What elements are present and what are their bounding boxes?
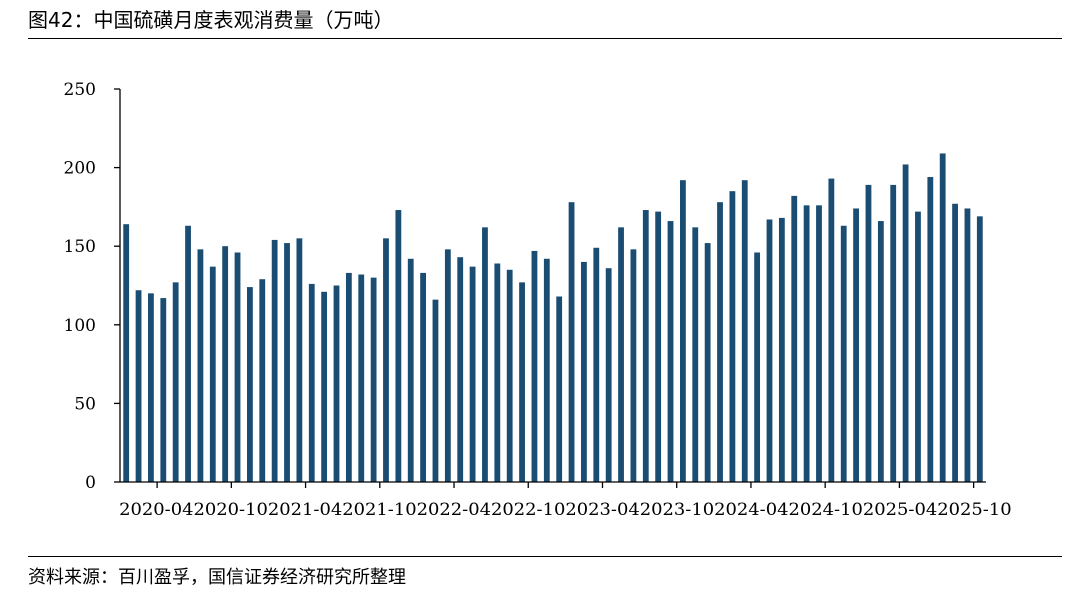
bar-2020-03 <box>148 293 154 482</box>
bar-2025-08 <box>952 203 958 482</box>
bar-2021-09 <box>370 277 377 482</box>
bar-2024-12 <box>853 208 859 482</box>
bar-2023-06 <box>630 249 637 482</box>
title-rule <box>28 38 1062 39</box>
bar-2020-07 <box>197 249 204 482</box>
bars-group <box>123 153 983 483</box>
bar-2024-06 <box>778 217 785 482</box>
bar-2023-01 <box>568 202 575 482</box>
bar-2022-10 <box>531 250 538 482</box>
x-axis: 2020-042020-102021-042021-102022-042022-… <box>119 481 1012 520</box>
bar-2021-07 <box>345 272 352 482</box>
y-axis: 0 50 100 150 200 250 <box>64 80 121 493</box>
bar-2024-07 <box>791 195 798 482</box>
bar-2021-12 <box>407 258 414 482</box>
bar-2025-02 <box>877 221 884 483</box>
bar-chart: 0 50 100 150 200 250 2020-042020-102021-04202… <box>64 80 1012 520</box>
bar-2022-12 <box>556 296 563 482</box>
bar-2020-10 <box>234 252 241 482</box>
bar-2025-01 <box>865 184 872 482</box>
bar-2024-09 <box>816 205 822 482</box>
bar-2023-07 <box>642 210 649 483</box>
bar-2023-05 <box>618 227 624 482</box>
y-tick-label: 250 <box>64 80 96 100</box>
bar-2023-08 <box>655 211 662 482</box>
y-tick-label: 150 <box>64 237 96 257</box>
bar-2025-09 <box>964 208 971 482</box>
bar-2023-12 <box>704 243 711 482</box>
y-tick-label: 50 <box>74 394 96 414</box>
bar-2023-11 <box>692 227 699 482</box>
source-rule <box>28 556 1062 557</box>
bar-2022-07 <box>494 263 501 482</box>
bar-2020-02 <box>135 290 142 482</box>
bar-2022-06 <box>482 227 488 482</box>
bar-2020-06 <box>185 225 191 482</box>
bar-2025-04 <box>902 164 909 482</box>
bar-2020-09 <box>222 246 229 482</box>
bar-2021-02 <box>284 243 290 482</box>
bar-2022-01 <box>420 272 426 482</box>
bar-2024-08 <box>803 205 810 482</box>
y-tick-label: 0 <box>85 473 96 493</box>
bar-2021-04 <box>308 283 315 482</box>
bar-2024-11 <box>840 225 847 482</box>
bar-2022-02 <box>432 299 439 482</box>
x-tick-labels: 2020-042020-102021-042021-102022-042022-… <box>119 500 1012 520</box>
bar-2020-08 <box>209 266 216 482</box>
bar-2025-07 <box>939 153 946 482</box>
bar-2024-02 <box>729 191 736 482</box>
y-tick-label: 200 <box>64 159 96 179</box>
bar-2021-11 <box>395 210 402 483</box>
bar-2021-03 <box>296 238 303 482</box>
figure-title: 图42：中国硫磺月度表观消费量（万吨） <box>28 8 394 32</box>
bar-2022-04 <box>457 257 464 482</box>
bar-2021-10 <box>383 238 389 482</box>
bar-2023-02 <box>581 261 587 482</box>
bar-2025-06 <box>927 177 934 482</box>
bar-2020-04 <box>160 298 167 482</box>
bar-2022-09 <box>519 282 525 482</box>
bar-2021-05 <box>321 291 328 482</box>
bar-2024-04 <box>754 252 761 482</box>
bar-2020-01 <box>123 224 130 482</box>
bar-2020-05 <box>172 282 179 482</box>
bar-2023-09 <box>667 221 674 483</box>
source-note: 资料来源：百川盈孚，国信证券经济研究所整理 <box>28 567 406 588</box>
bar-2022-05 <box>469 266 476 482</box>
bar-2021-08 <box>358 274 365 482</box>
bar-2020-11 <box>246 287 253 482</box>
bar-2021-01 <box>271 239 278 482</box>
bar-2025-05 <box>915 211 921 482</box>
bar-2022-11 <box>543 258 550 482</box>
bar-2021-06 <box>333 285 340 482</box>
y-tick-label: 100 <box>64 316 96 336</box>
bar-2020-12 <box>259 279 266 482</box>
bar-2023-10 <box>679 180 686 482</box>
bar-2022-08 <box>506 269 513 482</box>
bar-2025-10 <box>976 216 983 482</box>
bar-2022-03 <box>444 249 451 482</box>
bar-2025-03 <box>890 184 897 482</box>
bar-2023-03 <box>593 247 600 482</box>
bar-2024-05 <box>766 219 773 483</box>
bar-2024-01 <box>717 202 723 482</box>
bar-2024-10 <box>828 178 835 482</box>
bar-2024-03 <box>741 180 748 482</box>
bar-2023-04 <box>605 268 612 482</box>
